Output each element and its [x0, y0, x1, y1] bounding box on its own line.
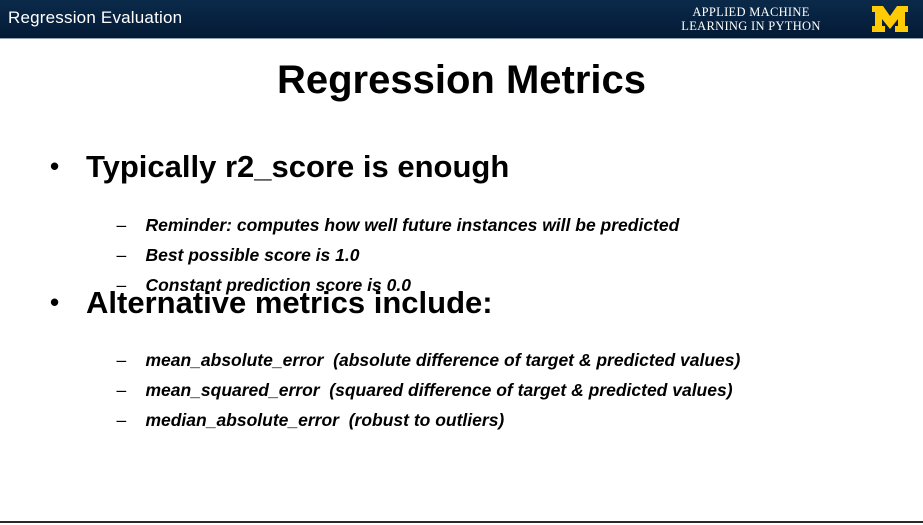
sub-bullet: – Reminder: computes how well future inst…	[97, 194, 679, 257]
dash-icon: –	[116, 245, 127, 265]
section-title: Regression Evaluation	[8, 8, 183, 27]
dash-icon: –	[116, 410, 127, 430]
sub-bullet-text: median_absolute_error (robust to outlier…	[145, 410, 505, 430]
sub-bullet: – mean_squared_error (squared difference …	[97, 359, 733, 422]
dash-icon: –	[116, 380, 127, 400]
sub-bullet-text: Constant prediction score is 0.0	[145, 275, 411, 295]
sub-bullet-text: mean_absolute_error (absolute difference…	[145, 350, 741, 370]
dash-icon: –	[116, 215, 127, 235]
sub-bullet-text: mean_squared_error (squared difference o…	[145, 380, 733, 400]
slide-title: Regression Metrics	[276, 58, 647, 102]
bullet-alternative-metrics: • Alternative metrics include:	[50, 285, 493, 321]
bottom-divider	[0, 521, 923, 523]
dash-icon: –	[116, 275, 127, 295]
bullet-text: Alternative metrics include:	[86, 285, 493, 320]
dash-icon: –	[116, 350, 127, 370]
sub-bullet-text: Reminder: computes how well future insta…	[145, 215, 680, 235]
block-m-logo-icon	[872, 6, 908, 32]
sub-bullet: – Constant prediction score is 0.0	[97, 254, 411, 317]
course-title-line-1: APPLIED MACHINE	[692, 5, 810, 19]
bullet-r2-score: • Typically r2_score is enough	[50, 149, 509, 185]
sub-bullet: – median_absolute_error (robust to outlie…	[97, 389, 504, 452]
sub-bullet: – Best possible score is 1.0	[97, 224, 359, 287]
sub-bullet: – mean_absolute_error (absolute differenc…	[97, 329, 740, 392]
header-bar: Regression Evaluation APPLIED MACHINE LE…	[0, 0, 923, 39]
sub-bullet-text: Best possible score is 1.0	[145, 245, 360, 265]
bullet-dot-icon: •	[50, 287, 60, 317]
bullet-dot-icon: •	[50, 151, 60, 181]
bullet-text: Typically r2_score is enough	[86, 149, 510, 184]
course-title: APPLIED MACHINE LEARNING IN PYTHON	[651, 5, 851, 33]
course-title-line-2: LEARNING IN PYTHON	[681, 19, 821, 33]
